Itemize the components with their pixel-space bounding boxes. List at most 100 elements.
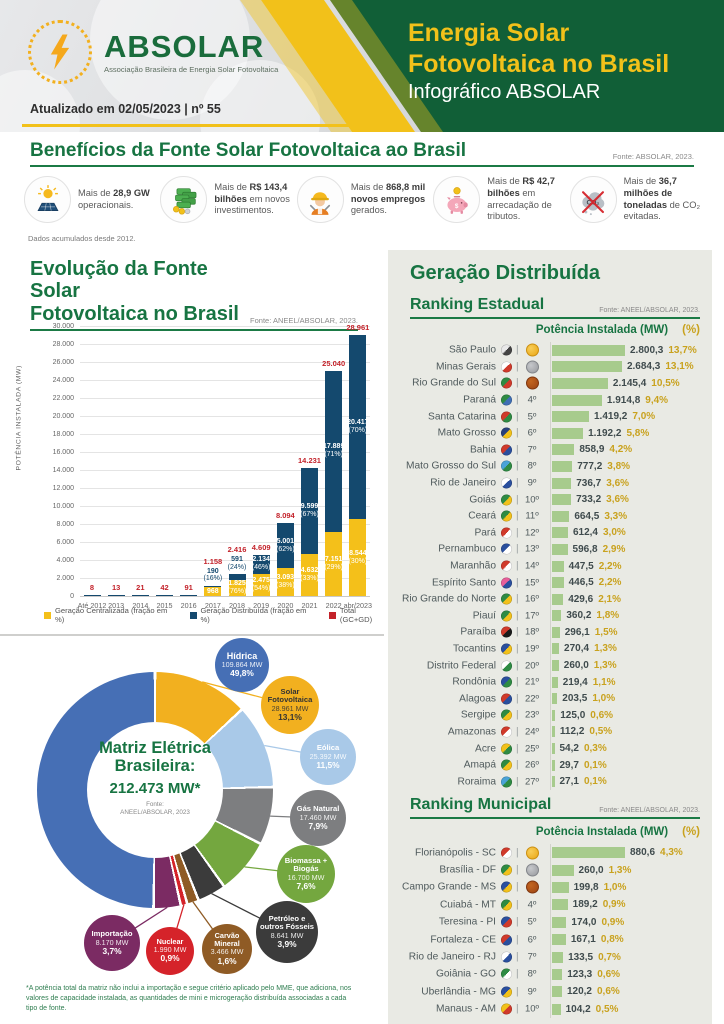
gd-label: 2.134 (46%) <box>251 556 271 572</box>
total-label: 13 <box>111 583 121 593</box>
ranking-bar <box>552 593 564 605</box>
benefit-item: $ Mais de R$ 42,7 bilhões em arrecadação … <box>433 176 569 223</box>
installed-capacity-value: 664,5 <box>574 510 600 522</box>
pie-label-bubble: Solar Fotovoltaica 28.961 MW 13,1% <box>261 676 319 734</box>
ranking-bar <box>552 510 570 522</box>
donut-center: Matriz Elétrica Brasileira: 212.473 MW* … <box>87 722 223 858</box>
ranking-bar <box>552 626 560 638</box>
separator: | <box>516 676 519 688</box>
y-tick-label: 22.000 <box>52 394 74 402</box>
ranking-row: Goiás | 10º 733,2 3,6% <box>388 491 712 508</box>
share-percent: 1,1% <box>592 676 616 688</box>
gridline <box>80 362 370 363</box>
rank-position: 22º <box>524 693 540 705</box>
updated-underline <box>22 124 354 127</box>
installed-capacity-value: 189,2 <box>572 899 598 911</box>
flag-icon <box>501 864 512 876</box>
rank-position: 7º <box>527 951 537 963</box>
bar-column: 13 2013 <box>104 326 128 610</box>
installed-capacity-value: 736,7 <box>576 477 602 489</box>
share-percent: 0,9% <box>602 899 626 911</box>
total-label: 91 <box>184 583 193 593</box>
ranking-bar <box>552 543 568 555</box>
ranking-bar <box>552 344 625 356</box>
pie-label-bubble: Carvão Mineral 3.466 MW 1,6% <box>202 924 252 974</box>
rank-position: 20º <box>524 660 540 672</box>
share-percent: 3,6% <box>606 494 629 506</box>
gc-label: 4.632 (33%) <box>300 567 319 583</box>
rank-position: 9º <box>527 477 537 489</box>
flag-icon <box>501 394 512 406</box>
installed-capacity-value: 174,0 <box>571 916 597 928</box>
total-label: 2.416 <box>227 545 247 555</box>
year-label: 2015 <box>156 601 173 610</box>
bar-geracao-distribuida <box>156 595 173 596</box>
updated-date: Atualizado em 02/05/2023 | nº 55 <box>30 102 221 116</box>
share-percent: 2,9% <box>602 543 626 555</box>
separator: | <box>516 444 519 456</box>
installed-capacity-value: 133,5 <box>568 951 594 963</box>
y-tick-label: 10.000 <box>52 502 74 510</box>
installed-capacity-value: 260,0 <box>578 864 604 876</box>
ranking-bar <box>552 427 584 439</box>
ranking-name: Piauí <box>472 610 496 622</box>
rank-position: 6º <box>527 427 537 439</box>
rank-position: 27º <box>524 776 540 788</box>
installed-capacity-value: 270,4 <box>564 643 590 655</box>
rank-position: 24º <box>524 726 540 738</box>
installed-capacity-value: 125,0 <box>560 709 586 721</box>
ranking-name: Rio de Janeiro <box>430 477 496 489</box>
flag-icon <box>501 951 512 963</box>
ranking-bar <box>552 916 567 928</box>
y-tick-label: 6.000 <box>56 538 74 546</box>
installed-capacity-value: 54,2 <box>559 743 579 755</box>
share-percent: 9,4% <box>645 394 669 406</box>
installed-capacity-value: 203,5 <box>562 693 588 705</box>
share-percent: 3,0% <box>602 527 626 539</box>
flag-icon <box>501 1003 512 1015</box>
flag-icon <box>501 743 512 755</box>
benefit-item: Mais de 28,9 GW operacionais. <box>24 176 160 223</box>
ranking-name: Paraná <box>463 394 496 406</box>
y-tick-label: 16.000 <box>52 448 74 456</box>
ranking-row: Acre | 25º 54,2 0,3% <box>388 740 712 757</box>
installed-capacity-value: 29,7 <box>559 759 579 771</box>
share-percent: 5,8% <box>626 427 650 439</box>
separator: | <box>516 427 519 439</box>
bar-geracao-distribuida <box>107 595 125 596</box>
bar-column: 1.158 190 (16%) 968 2017 <box>201 326 225 610</box>
benefit-text: Mais de 868,8 mil novos empregos gerados… <box>350 182 426 216</box>
rank-position: 9º <box>527 986 537 998</box>
separator: | <box>516 660 519 672</box>
rank-position: 25º <box>524 743 540 755</box>
gc-label: 968 <box>206 587 219 595</box>
separator: | <box>516 560 519 572</box>
separator: | <box>516 759 519 771</box>
ranking-name: Rio de Janeiro - RJ <box>408 951 496 963</box>
rank-position: 12º <box>524 527 540 539</box>
bar-geracao-centralizada <box>252 573 270 596</box>
absolar-logo: ABSOLAR Associação Brasileira de Energia… <box>28 20 278 84</box>
flag-icon <box>501 527 512 539</box>
ranking-bar <box>552 361 622 373</box>
installed-capacity-value: 2.800,3 <box>630 344 664 356</box>
separator: | <box>516 626 519 638</box>
share-percent: 13,1% <box>665 361 694 373</box>
ranking-name: Bahia <box>469 444 496 456</box>
matriz-total: 212.473 MW* <box>109 779 201 797</box>
silver-medal-icon <box>526 360 539 374</box>
pie-label-bubble: Biomassa + Biogás 16.700 MW 7,6% <box>277 845 335 903</box>
gc-label: 7.151 (29%) <box>324 555 343 571</box>
ranking-row: Tocantins | 19º 270,4 1,3% <box>388 641 712 658</box>
ranking-name: Teresina - PI <box>438 916 496 928</box>
separator: | <box>516 494 519 506</box>
bar-geracao-distribuida <box>204 585 222 588</box>
share-percent: 1,3% <box>593 660 617 672</box>
ranking-municipal-list: Florianópolis - SC | 880,6 4,3% Brasília - D… <box>388 844 712 1018</box>
separator: | <box>516 394 519 406</box>
benefit-text: Mais de 28,9 GW operacionais. <box>78 187 150 210</box>
ranking-estadual-title: Ranking Estadual <box>410 296 545 313</box>
flag-icon <box>501 494 512 506</box>
ranking-row: Manaus - AM | 10º 104,2 0,5% <box>388 1001 712 1018</box>
ranking-name: Amazonas <box>447 726 496 738</box>
